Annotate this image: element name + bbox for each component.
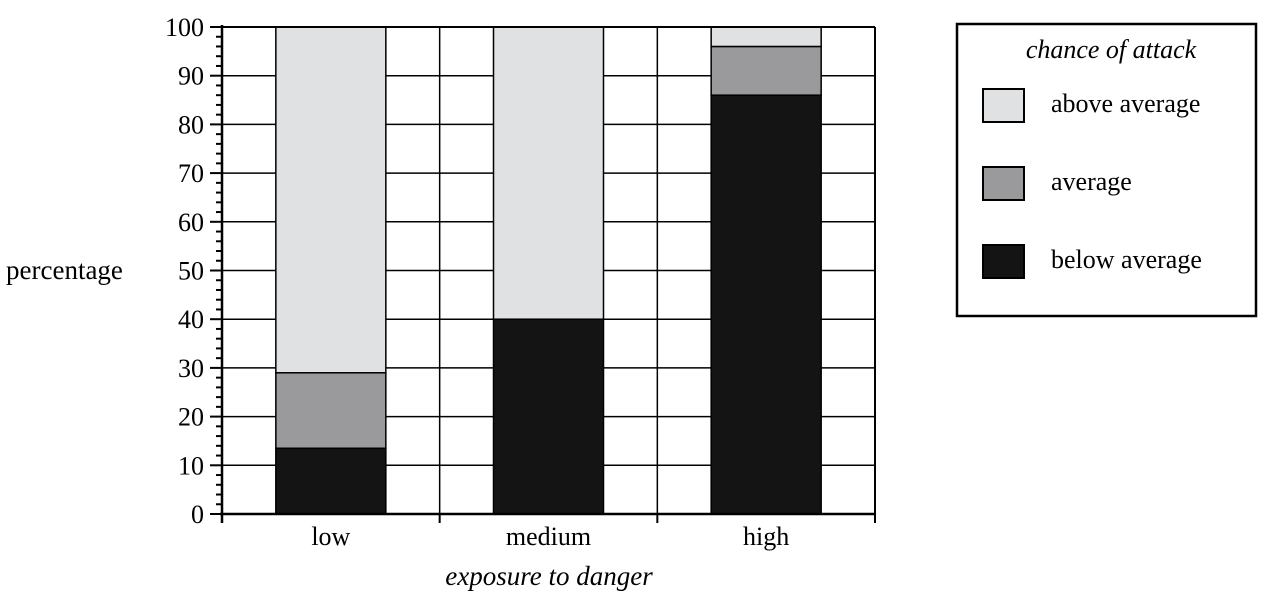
y-tick-label: 0 (191, 500, 204, 529)
legend-label: above average (1051, 89, 1200, 118)
x-axis-label: exposure to danger (445, 561, 653, 591)
bar-medium-above-average (492, 26, 605, 320)
legend-swatch (982, 88, 1025, 123)
bar-low-above-average (275, 26, 387, 374)
bar-low-below-average (275, 447, 387, 515)
legend-label: average (1051, 167, 1132, 196)
y-tick-label: 100 (165, 13, 204, 42)
y-tick-label: 20 (178, 403, 204, 432)
bar-high-below-average (710, 94, 822, 515)
bars (275, 26, 822, 515)
y-tick-label: 60 (178, 208, 204, 237)
axes (220, 25, 876, 523)
legend-swatch (982, 244, 1025, 279)
x-tick-label: high (743, 522, 789, 551)
y-tick-label: 70 (178, 159, 204, 188)
y-tick-label: 80 (178, 110, 204, 139)
bar-high-above-average (710, 26, 822, 48)
x-tick-label: low (311, 522, 350, 551)
bar-high-average (710, 45, 822, 96)
legend-label: below average (1051, 245, 1202, 274)
y-axis-ticks: 0 10 20 30 40 50 60 70 80 90 100 (165, 13, 222, 529)
y-axis-label: percentage (6, 255, 123, 285)
y-tick-label: 30 (178, 354, 204, 383)
y-tick-label: 50 (178, 257, 204, 286)
y-tick-label: 10 (178, 451, 204, 480)
x-axis-ticks: low medium high (311, 514, 789, 551)
legend-items: above average average below average (982, 88, 1202, 279)
bar-medium-below-average (492, 318, 605, 515)
y-tick-label: 40 (178, 305, 204, 334)
y-tick-label: 90 (178, 62, 204, 91)
legend-title: chance of attack (1026, 35, 1197, 64)
bar-low-average (275, 372, 387, 450)
legend: chance of attack above average average bel… (955, 22, 1258, 318)
x-tick-label: medium (506, 522, 591, 551)
legend-swatch (982, 166, 1025, 201)
